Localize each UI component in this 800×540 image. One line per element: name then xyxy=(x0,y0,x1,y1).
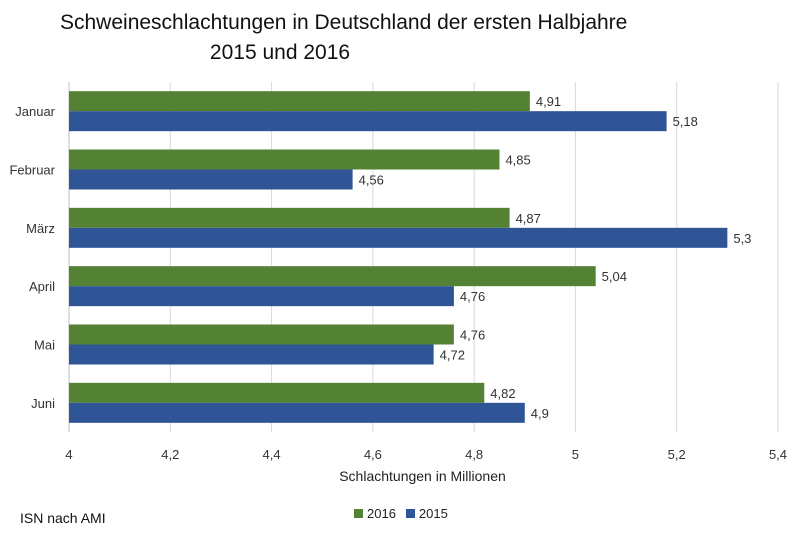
source-note: ISN nach AMI xyxy=(20,510,106,526)
bar-2015 xyxy=(69,402,525,423)
chart-title-line-1: Schweineschlachtungen in Deutschland der… xyxy=(60,11,628,34)
data-label-2016: 4,85 xyxy=(505,153,530,168)
bar-2016 xyxy=(69,91,530,112)
bar-2015 xyxy=(69,286,454,307)
bar-2016 xyxy=(69,149,500,170)
bar-2015 xyxy=(69,344,434,365)
bar-2015 xyxy=(69,227,728,248)
x-tick-label: 4,4 xyxy=(263,447,281,462)
bar-2015 xyxy=(69,111,667,132)
x-tick-label: 4 xyxy=(65,447,72,462)
bar-2016 xyxy=(69,266,596,287)
category-label: Mai xyxy=(34,338,55,353)
data-label-2015: 4,56 xyxy=(359,173,384,188)
data-label-2016: 4,87 xyxy=(516,211,541,226)
x-tick-label: 4,2 xyxy=(161,447,179,462)
bar-2015 xyxy=(69,169,353,190)
legend-label-2016: 2016 xyxy=(367,506,396,521)
legend-item-2015: 2015 xyxy=(405,506,448,521)
data-label-2016: 4,76 xyxy=(460,328,485,343)
legend-label-2015: 2015 xyxy=(418,506,448,521)
category-label: Januar xyxy=(15,104,55,119)
bar-2016 xyxy=(69,324,454,345)
bar-2016 xyxy=(69,207,510,228)
legend: 2016 2015 xyxy=(354,506,458,521)
x-tick-label: 5 xyxy=(572,447,579,462)
chart-title: Schweineschlachtungen in Deutschland der… xyxy=(60,8,628,68)
data-label-2016: 4,82 xyxy=(490,386,515,401)
data-label-2015: 4,76 xyxy=(460,289,485,304)
x-tick-label: 5,2 xyxy=(668,447,686,462)
bar-2016 xyxy=(69,382,485,403)
x-tick-label: 4,6 xyxy=(364,447,382,462)
data-label-2015: 5,3 xyxy=(733,231,751,246)
category-label: Februar xyxy=(9,163,55,178)
data-label-2015: 5,18 xyxy=(673,114,698,129)
x-axis-label: Schlachtungen in Millionen xyxy=(339,468,506,484)
data-label-2016: 5,04 xyxy=(602,269,627,284)
category-label: März xyxy=(26,221,55,236)
legend-swatch-2015 xyxy=(405,509,415,518)
legend-swatch-2016 xyxy=(354,509,363,518)
data-label-2015: 4,9 xyxy=(531,406,549,421)
x-tick-label: 4,8 xyxy=(465,447,483,462)
category-label: April xyxy=(29,279,55,294)
data-label-2016: 4,91 xyxy=(536,94,561,109)
data-label-2015: 4,72 xyxy=(440,348,465,363)
legend-item-2016: 2016 xyxy=(354,506,396,521)
x-tick-label: 5,4 xyxy=(769,447,787,462)
chart-title-line-2: 2015 und 2016 xyxy=(209,41,351,64)
category-label: Juni xyxy=(31,396,55,411)
